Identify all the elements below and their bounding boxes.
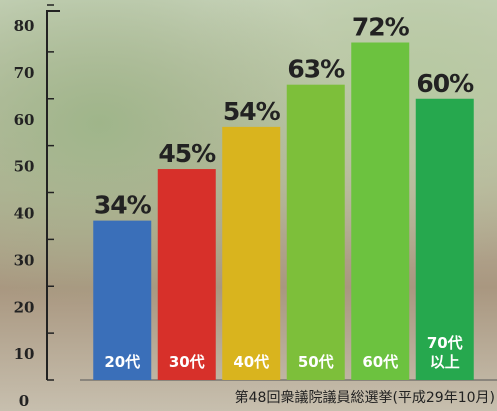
value-label: 72% [352,13,410,42]
category-label: 30代 [167,353,207,372]
value-label: 60% [416,69,474,98]
y-tick-label: 20 [14,298,35,316]
y-tick-label: 50 [14,158,35,176]
bar [158,169,216,380]
bar [287,85,345,380]
value-label: 34% [94,191,152,220]
note: 第48回衆議院議員総選挙(平成29年10月) [235,389,495,406]
y-tick-label: 80 [14,17,35,35]
category-label: 20代 [102,353,142,372]
bar [222,127,280,380]
category-label: 70代以上 [425,334,465,372]
category-label: 40代 [231,353,271,372]
y-tick-label: 10 [14,345,35,363]
value-label: 54% [223,97,281,126]
category-label: 60代 [360,353,400,372]
bar [351,43,409,381]
category-label: 50代 [296,353,336,372]
value-label: 63% [287,55,345,84]
chart: 第48回衆議院議員総選挙(平成29年10月) 0 10 20 30 40 50 60 70 80… [0,0,497,411]
y-tick-label: 0 [19,392,29,410]
chart-svg: 第48回衆議院議員総選挙(平成29年10月) 0 10 20 30 40 50 60 70 80… [0,0,497,411]
value-label: 45% [158,139,216,168]
y-tick-label: 60 [14,111,35,129]
y-tick-label: 40 [14,205,35,223]
y-tick-label: 70 [14,64,35,82]
y-tick-label: 30 [14,251,35,269]
